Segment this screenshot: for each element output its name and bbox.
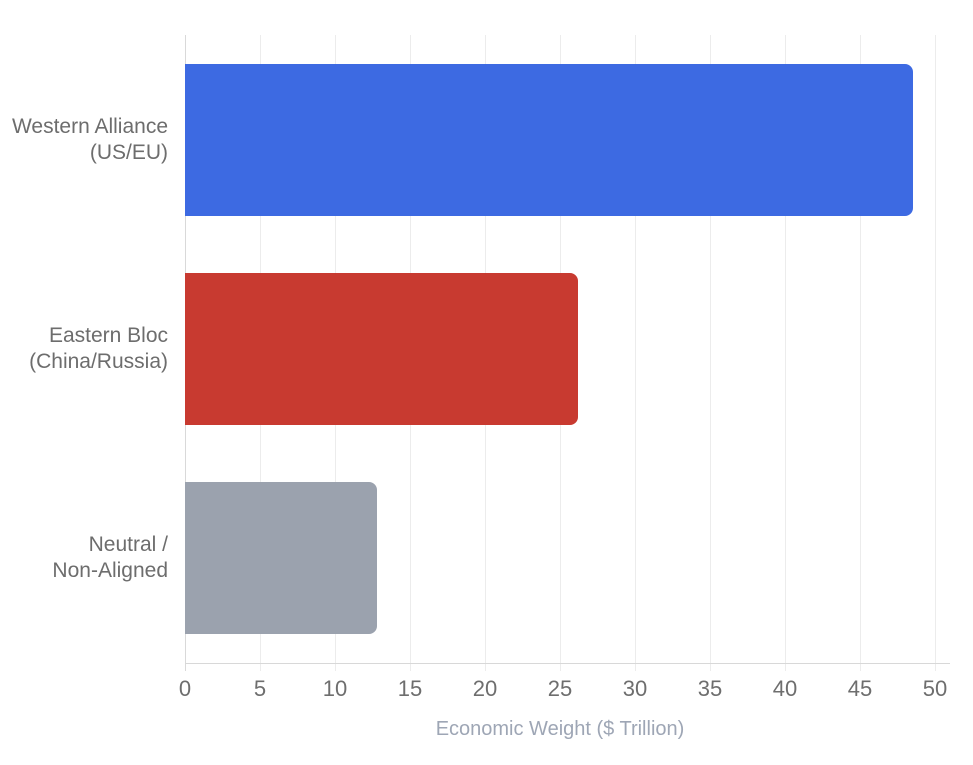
category-label-line: (China/Russia) xyxy=(29,350,168,373)
x-tick-label: 20 xyxy=(472,676,498,701)
x-tick-label: 5 xyxy=(253,676,267,701)
x-tick-label: 35 xyxy=(697,676,723,701)
x-axis-line xyxy=(185,663,950,664)
category-label-western-alliance: Western Alliance (US/EU) xyxy=(0,114,168,166)
gridline xyxy=(635,35,636,671)
x-tick-label: 0 xyxy=(178,676,192,701)
category-label-line: (US/EU) xyxy=(89,140,168,164)
category-label-eastern-bloc: Eastern Bloc (China/Russia) xyxy=(0,323,168,375)
category-label-line: Neutral / xyxy=(88,533,168,557)
category-label-neutral-non-aligned: Neutral / Non-Aligned xyxy=(0,532,168,584)
category-label-line: Eastern Bloc xyxy=(48,324,168,347)
x-tick-label: 25 xyxy=(547,676,573,701)
category-label-line: Non-Aligned xyxy=(52,559,168,583)
x-axis-title: Economic Weight ($ Trillion) xyxy=(435,718,685,740)
bar-neutral-non-aligned xyxy=(185,482,377,635)
gridline xyxy=(860,35,861,671)
x-tick-label: 50 xyxy=(922,676,948,701)
gridline xyxy=(785,35,786,671)
x-tick-label: 30 xyxy=(622,676,648,701)
bar-western-alliance xyxy=(185,63,913,216)
x-tick-label: 10 xyxy=(322,676,348,701)
gridline xyxy=(710,35,711,671)
x-tick-label: 40 xyxy=(772,676,798,701)
x-tick-label: 45 xyxy=(847,676,873,701)
x-tick-label: 15 xyxy=(397,676,423,701)
gridline xyxy=(935,35,936,671)
category-label-line: Western Alliance xyxy=(11,114,168,138)
bar-eastern-bloc xyxy=(185,273,578,425)
